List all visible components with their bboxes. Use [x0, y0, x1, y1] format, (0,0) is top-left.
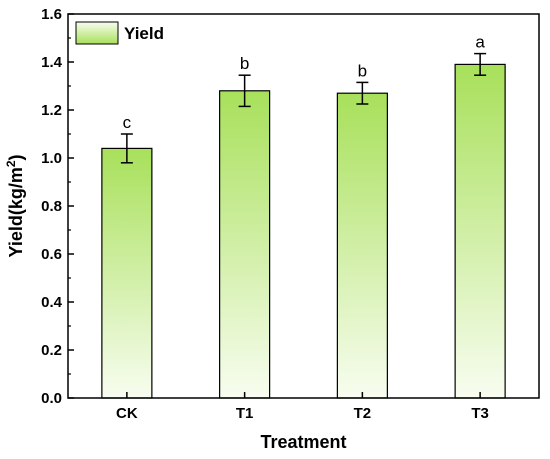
bar-t2 — [336, 92, 388, 399]
bar-ck — [101, 147, 153, 399]
bar-t1 — [219, 90, 271, 399]
y-tick-label: 0.0 — [41, 390, 62, 407]
y-tick-label: 0.8 — [41, 198, 62, 215]
significance-label-t3: a — [475, 33, 485, 52]
x-axis-title: Treatment — [260, 432, 346, 452]
bars-layer — [101, 63, 506, 399]
y-axis-title-main: Yield(kg/m — [6, 167, 26, 257]
x-tick-label-t3: T3 — [471, 405, 489, 422]
significance-label-t2: b — [358, 61, 367, 80]
significance-label-ck: c — [123, 113, 132, 132]
significance-labels-layer: c b b a — [123, 33, 486, 132]
legend-label: Yield — [124, 24, 164, 43]
bar-t3 — [454, 63, 506, 399]
error-bars-layer — [120, 52, 487, 164]
x-axis: CK T1 T2 T3 — [116, 392, 489, 422]
y-axis-title-suffix: ) — [6, 154, 26, 160]
y-tick-label: 1.4 — [41, 54, 63, 71]
legend: Yield — [75, 21, 164, 45]
y-axis-title-superscript: 2 — [4, 160, 18, 167]
y-tick-label: 0.4 — [41, 294, 63, 311]
y-axis-title: Yield(kg/m2) — [4, 154, 26, 257]
significance-label-t1: b — [240, 54, 249, 73]
y-tick-label: 0.6 — [41, 246, 62, 263]
y-tick-label: 0.2 — [41, 342, 62, 359]
y-axis: 0.0 0.2 0.4 0.6 0.8 1.0 1.2 1.4 1.6 — [41, 6, 74, 407]
y-tick-label: 1.2 — [41, 102, 62, 119]
x-tick-label-t2: T2 — [354, 405, 372, 422]
x-tick-label-ck: CK — [116, 405, 138, 422]
legend-swatch — [75, 21, 119, 45]
y-tick-label: 1.0 — [41, 150, 62, 167]
x-tick-label-t1: T1 — [236, 405, 254, 422]
y-tick-label: 1.6 — [41, 6, 62, 23]
